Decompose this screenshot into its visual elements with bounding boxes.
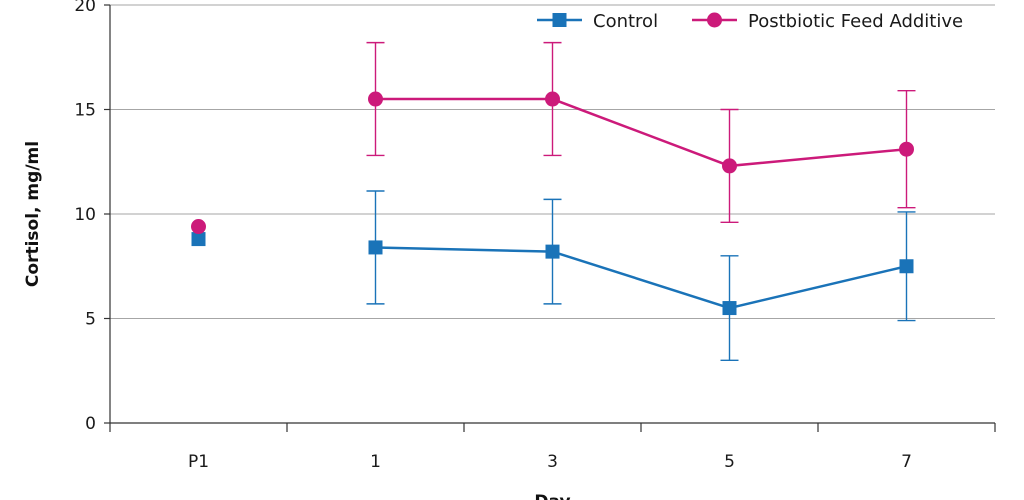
x-axis-title: Day — [534, 492, 570, 500]
legend-item-1: Postbiotic Feed Additive — [692, 11, 963, 32]
series-line — [375, 97, 907, 168]
legend: Control Postbiotic Feed Additive — [537, 11, 963, 32]
data-point — [722, 301, 737, 316]
data-series — [191, 41, 916, 361]
x-tick-labels: P1 1 3 5 7 — [188, 452, 912, 472]
x-tick-label: 7 — [901, 452, 912, 472]
legend-marker-circle-icon — [707, 12, 722, 28]
x-tick-label: 5 — [724, 452, 735, 472]
series-0 — [191, 190, 916, 361]
y-tick-label: 10 — [74, 205, 96, 225]
grid-lines — [104, 4, 996, 432]
data-point — [545, 91, 560, 107]
y-tick-label: 0 — [85, 414, 96, 434]
x-tick-label: 3 — [547, 452, 558, 472]
legend-label: Postbiotic Feed Additive — [748, 11, 963, 32]
data-point — [899, 141, 914, 157]
y-tick-label: 5 — [85, 310, 96, 330]
series-line — [375, 246, 907, 310]
axes — [109, 5, 995, 424]
y-axis-title: Cortisol, mg/ml — [23, 141, 43, 287]
y-tick-label: 20 — [74, 0, 96, 16]
legend-marker-square-icon — [552, 13, 567, 27]
data-point — [191, 232, 206, 247]
y-tick-labels: 0 5 10 15 20 — [74, 0, 96, 434]
data-point — [368, 91, 383, 107]
series-1 — [191, 41, 916, 235]
x-tick-label: 1 — [370, 452, 381, 472]
legend-item-0: Control — [537, 11, 658, 32]
data-point — [722, 158, 737, 174]
data-point — [899, 259, 914, 274]
data-point — [368, 240, 383, 255]
legend-label: Control — [593, 11, 658, 32]
x-tick-label: P1 — [188, 452, 209, 472]
data-point — [545, 244, 560, 259]
data-point — [191, 219, 206, 235]
y-tick-label: 15 — [74, 101, 96, 121]
